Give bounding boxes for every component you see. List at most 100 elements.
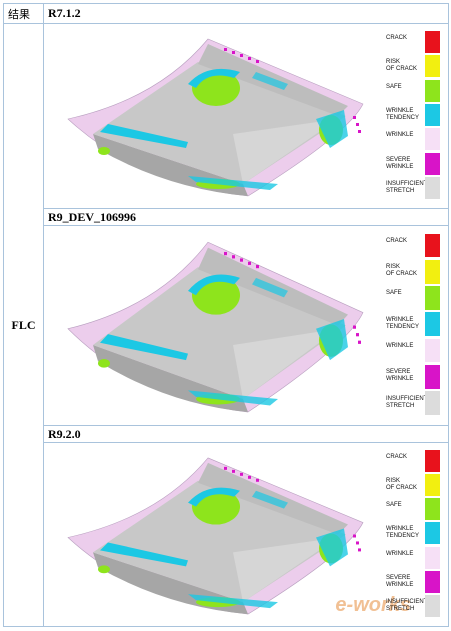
part-shape: [233, 328, 338, 400]
header-cell: R7.1.2: [43, 3, 449, 24]
part-marker: [356, 333, 359, 337]
part-marker: [358, 548, 361, 552]
legend-label: WRINKLE TENDENCY: [386, 526, 420, 540]
legend-swatch: [425, 233, 440, 258]
legend-swatch: [425, 338, 440, 363]
part-image: [67, 241, 364, 413]
legend-label: SAFE: [386, 83, 402, 90]
image-cell: [43, 442, 449, 627]
part-shape: [188, 274, 240, 296]
legend-label: INSUFFICIENT STRETCH: [386, 395, 428, 409]
part-shape: [316, 528, 348, 567]
part-marker: [358, 130, 361, 133]
legend-label: WRINKLE: [386, 550, 414, 557]
part-image: [67, 38, 364, 197]
watermark: e-works: [335, 594, 411, 616]
part-marker: [232, 51, 235, 54]
part-shape: [98, 359, 110, 368]
part-marker: [256, 478, 259, 482]
part-shape: [188, 176, 278, 190]
legend-swatch: [425, 152, 440, 175]
part-shape: [252, 490, 288, 509]
legend-label: INSUFFICIENT STRETCH: [386, 180, 428, 194]
part-marker: [232, 255, 235, 259]
legend-label: SEVERE WRINKLE: [386, 369, 414, 383]
header-cell: 结果: [3, 3, 44, 24]
header-text: R7.1.2: [48, 6, 81, 20]
legend-label: SEVERE WRINKLE: [386, 156, 414, 170]
legend-label: SAFE: [386, 502, 402, 509]
legend-label: RISK OF CRACK: [386, 264, 418, 278]
sub-header: R9_DEV_106996: [48, 209, 137, 224]
part-marker: [232, 469, 235, 473]
part-marker: [358, 340, 361, 344]
part-shape: [100, 334, 188, 361]
part-shape: [100, 542, 188, 567]
legend-swatch: [425, 312, 440, 337]
legend-label: SEVERE WRINKLE: [386, 574, 414, 588]
part-marker: [240, 258, 243, 262]
part-marker: [256, 60, 259, 63]
legend-label: SAFE: [386, 290, 402, 297]
part-marker: [353, 534, 356, 538]
legend-label: CRACK: [386, 237, 408, 244]
part-marker: [356, 123, 359, 126]
legend-swatch: [425, 498, 440, 521]
legend-swatch: [425, 103, 440, 126]
header-text: 结果: [8, 7, 30, 21]
legend-label: WRINKLE TENDENCY: [386, 107, 420, 121]
legend-label: CRACK: [386, 35, 408, 41]
sub-header-cell: R9_DEV_106996: [43, 208, 449, 226]
part-marker: [256, 264, 259, 269]
part-shape: [233, 119, 338, 184]
legend-label: WRINKLE TENDENCY: [386, 316, 420, 330]
part-shape: [188, 390, 278, 406]
legend-swatch: [425, 570, 440, 593]
part-marker: [240, 54, 243, 57]
part-shape: [252, 72, 288, 90]
part-marker: [224, 48, 227, 51]
part-shape: [316, 110, 348, 148]
legend-swatch: [425, 79, 440, 102]
part-shape: [233, 537, 338, 603]
part-marker: [353, 325, 356, 329]
legend-label: RISK OF CRACK: [386, 478, 418, 492]
legend-swatch: [425, 391, 440, 416]
part-shape: [188, 594, 278, 609]
legend-swatch: [425, 364, 440, 389]
part-marker: [248, 57, 251, 60]
legend-swatch: [425, 474, 440, 496]
part-marker: [356, 541, 359, 545]
legend-label: RISK OF CRACK: [386, 59, 418, 73]
legend-swatch: [425, 259, 440, 284]
legend-swatch: [425, 286, 440, 310]
part-image: [67, 457, 364, 615]
legend-swatch: [425, 449, 440, 472]
part-marker: [224, 251, 227, 256]
part-marker: [248, 475, 251, 479]
part-shape: [188, 487, 240, 507]
legend-swatch: [425, 594, 440, 617]
part-shape: [100, 124, 188, 148]
part-marker: [353, 116, 356, 119]
part-shape: [98, 565, 110, 574]
legend-swatch: [425, 55, 440, 78]
row-label-cell: FLC: [3, 23, 44, 627]
legend-label: WRINKLE: [386, 343, 414, 350]
part-shape: [98, 147, 110, 155]
legend-label: INSUFFICIENT STRETCH: [386, 598, 428, 612]
part-marker: [240, 472, 243, 476]
part-marker: [248, 261, 251, 265]
sub-header: R9.2.0: [48, 426, 81, 441]
legend-swatch: [425, 546, 440, 569]
legend-label: CRACK: [386, 453, 408, 460]
part-shape: [316, 319, 348, 361]
legend-swatch: [425, 176, 440, 199]
legend-swatch: [425, 522, 440, 545]
part-shape: [188, 68, 240, 88]
sub-header-cell: R9.2.0: [43, 425, 449, 443]
part-marker: [224, 466, 227, 470]
row-label: FLC: [11, 317, 36, 332]
legend-label: WRINKLE: [386, 132, 414, 139]
